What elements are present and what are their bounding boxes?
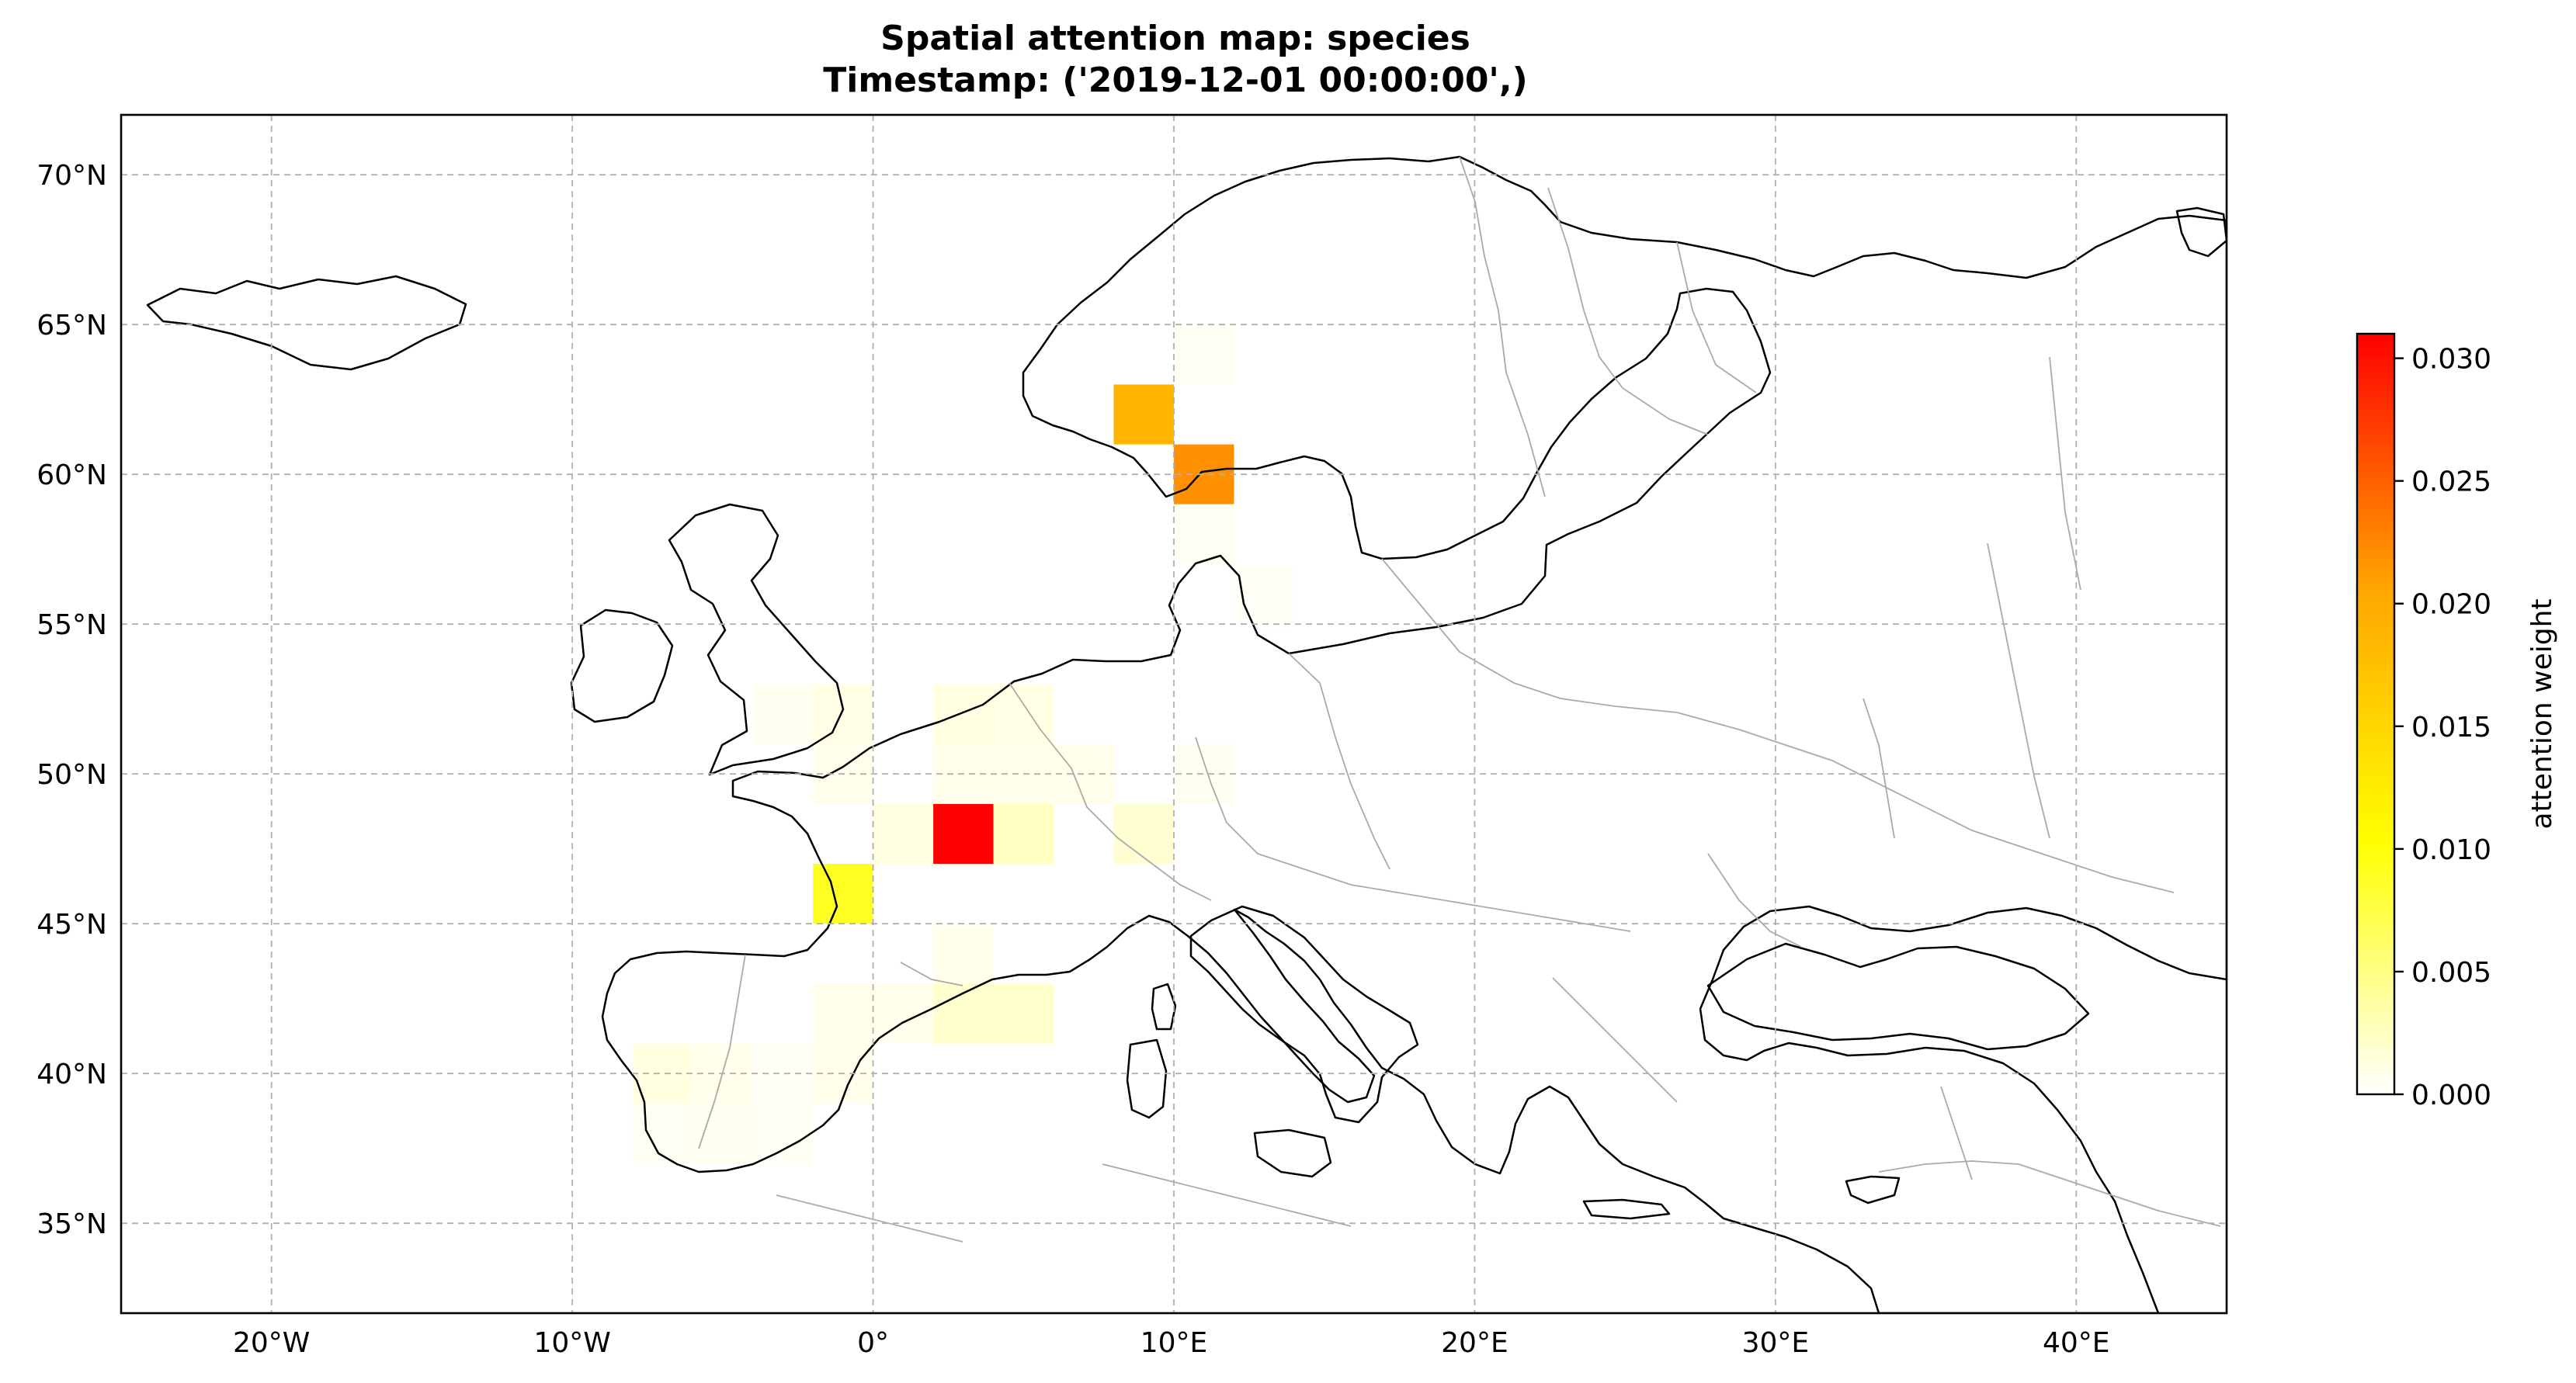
title-line-1: Spatial attention map: species: [880, 19, 1470, 58]
heatmap-cell: [873, 983, 934, 1044]
iceland-coastline: [146, 275, 467, 371]
heatmap-cell: [873, 803, 934, 864]
lat-tick-label: 35°N: [36, 1208, 107, 1240]
lat-tick-label: 60°N: [36, 459, 107, 491]
colorbar-gradient: [2357, 334, 2394, 1094]
black-sea-coastline: [1706, 942, 2090, 1051]
lat-tick-label: 55°N: [36, 609, 107, 641]
colorbar-tick-label: 0.015: [2411, 712, 2491, 743]
heatmap-cell: [632, 1043, 693, 1104]
lat-tick-label: 70°N: [36, 160, 107, 192]
heatmap-cell: [1113, 384, 1174, 445]
heatmap-cell: [813, 983, 873, 1044]
colorbar-tick-label: 0.030: [2411, 344, 2491, 376]
sicily-coastline: [1253, 1128, 1332, 1178]
longitude-tick-labels: 20°W 10°W 0° 10°E 20°E 30°E 40°E: [233, 1327, 2110, 1359]
italy-coastline: [1189, 905, 1419, 1124]
heatmap-cell: [813, 684, 873, 744]
heatmap-cell: [933, 684, 994, 744]
heatmap-cell: [1234, 564, 1294, 625]
country-borders-layer: [698, 156, 2221, 1243]
lat-tick-label: 50°N: [36, 759, 107, 791]
colorbar-tick-label: 0.025: [2411, 466, 2491, 498]
lat-tick-label: 45°N: [36, 909, 107, 941]
heatmap-cell: [752, 1043, 814, 1104]
heatmap-cell: [752, 1103, 814, 1163]
ireland-coastline: [570, 608, 674, 723]
heatmap-cell: [1113, 803, 1174, 864]
colorbar-tick-label: 0.020: [2411, 589, 2491, 621]
lon-tick-label: 40°E: [2043, 1327, 2110, 1359]
heatmap-cell: [752, 684, 814, 744]
colorbar-label: attention weight: [2526, 598, 2558, 829]
colorbar-tick-label: 0.000: [2411, 1080, 2491, 1111]
lon-tick-label: 10°W: [533, 1327, 610, 1359]
map-frame: [120, 113, 2228, 1315]
heatmap-cell: [693, 1103, 753, 1163]
heatmap-cell: [1174, 324, 1234, 385]
colorbar-ticks: 0.000 0.005 0.010 0.015 0.020 0.025 0.030: [2394, 344, 2491, 1111]
lon-tick-label: 30°E: [1742, 1327, 1810, 1359]
sardinia-coastline: [1126, 1038, 1168, 1119]
colorbar-tick-label: 0.010: [2411, 834, 2491, 866]
latitude-tick-labels: 70°N 65°N 60°N 55°N 50°N 45°N 40°N 35°N: [36, 160, 107, 1240]
colorbar-frame: [2356, 332, 2396, 1096]
heatmap-cell: [933, 803, 994, 864]
north-island-coastline: [2175, 206, 2227, 258]
lon-tick-label: 20°W: [233, 1327, 310, 1359]
lon-tick-label: 20°E: [1441, 1327, 1508, 1359]
coastlines-layer: [146, 155, 2227, 1313]
corsica-coastline: [1151, 983, 1177, 1031]
colorbar-tick-label: 0.005: [2411, 957, 2491, 989]
lat-tick-label: 40°N: [36, 1059, 107, 1090]
cyprus-coastline: [1845, 1175, 1901, 1204]
heatmap-cell: [993, 983, 1054, 1044]
heatmap-cell: [1174, 504, 1234, 564]
map-area[interactable]: [121, 115, 2227, 1313]
heatmap-cell: [933, 924, 994, 984]
heatmap-cell: [993, 803, 1054, 864]
heatmap-cell: [632, 1103, 693, 1163]
lon-tick-label: 10°E: [1140, 1327, 1208, 1359]
title-line-2: Timestamp: ('2019-12-01 00:00:00',): [823, 61, 1527, 100]
lat-tick-label: 65°N: [36, 310, 107, 341]
lon-tick-label: 0°: [857, 1327, 889, 1359]
great-britain-coastline: [668, 503, 845, 776]
colorbar: 0.000 0.005 0.010 0.015 0.020 0.025 0.030 atte…: [2356, 332, 2558, 1111]
heatmap-cell: [813, 864, 873, 924]
continent-coastline: [601, 155, 2227, 1313]
gridlines: [121, 115, 2227, 1313]
crete-coastline: [1582, 1198, 1671, 1220]
